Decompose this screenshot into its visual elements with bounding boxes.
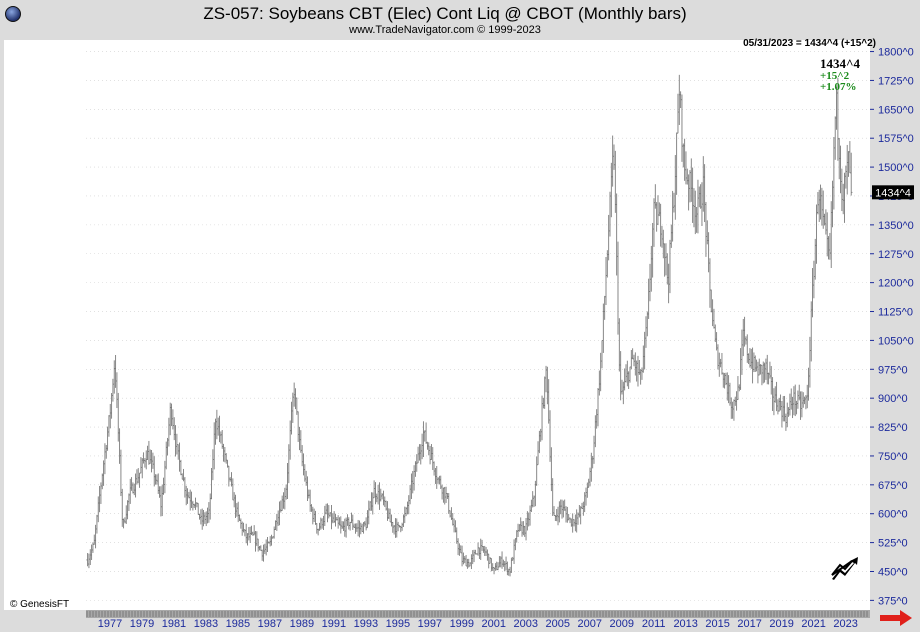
x-tick-label: 2001	[482, 618, 506, 630]
x-tick-label: 1991	[322, 618, 346, 630]
y-tick-label: 1500^0	[878, 162, 914, 174]
price-bar	[849, 152, 853, 196]
x-tick-label: 2009	[609, 618, 633, 630]
y-tick-label: 1800^0	[878, 47, 914, 59]
x-tick-label: 1985	[226, 618, 250, 630]
x-tick-label: 1993	[354, 618, 378, 630]
x-tick-label: 2003	[514, 618, 538, 630]
time-scrollbar[interactable]	[86, 610, 870, 618]
y-tick-label: 1050^0	[878, 335, 914, 347]
x-tick-label: 2013	[673, 618, 697, 630]
title-bar: ZS-057: Soybeans CBT (Elec) Cont Liq @ C…	[0, 0, 920, 38]
y-tick-label: 1650^0	[878, 104, 914, 116]
x-tick-label: 1979	[130, 618, 154, 630]
y-axis: 375^0 450^0 525^0 600^0 675^0 750^0 825^0 900^0…	[870, 47, 914, 607]
price-change-pct-label: +1.07%	[820, 81, 857, 93]
y-tick-label: 1350^0	[878, 220, 914, 232]
y-tick-label: 1125^0	[878, 307, 913, 319]
y-tick-label: 825^0	[878, 422, 908, 434]
x-tick-label: 1995	[386, 618, 410, 630]
y-tick-label: 1275^0	[878, 249, 914, 261]
price-bars	[86, 74, 853, 577]
y-tick-label: 1725^0	[878, 75, 914, 87]
chart-subtitle: www.TradeNavigator.com © 1999-2023	[349, 24, 541, 36]
time-scrollbar-ticks	[86, 611, 868, 617]
x-tick-label: 2015	[705, 618, 729, 630]
y-tick-label: 900^0	[878, 393, 908, 405]
x-tick-label: 2017	[737, 618, 761, 630]
x-axis: 1977 1979 1981 1983 1985 1987 1989 1991 1993 1995…	[98, 618, 858, 630]
x-tick-label: 2011	[642, 618, 666, 630]
x-tick-label: 1983	[194, 618, 218, 630]
x-tick-label: 2021	[801, 618, 825, 630]
chart-title: ZS-057: Soybeans CBT (Elec) Cont Liq @ C…	[203, 4, 687, 23]
y-tick-label: 450^0	[878, 566, 908, 578]
y-tick-label: 600^0	[878, 509, 908, 521]
y-tick-label: 1575^0	[878, 133, 914, 145]
last-price-tag: 1434^4	[872, 185, 914, 200]
last-price-tag-text: 1434^4	[875, 187, 911, 199]
globe-icon[interactable]	[5, 6, 21, 22]
x-tick-label: 2023	[833, 618, 857, 630]
price-change-label: +15^2	[820, 70, 850, 82]
y-tick-label: 750^0	[878, 451, 908, 463]
scroll-right-arrow-icon[interactable]	[878, 610, 914, 626]
x-tick-label: 1977	[98, 618, 122, 630]
x-tick-label: 1981	[162, 618, 186, 630]
last-price-label: 1434^4	[820, 56, 861, 71]
y-tick-label: 375^0	[878, 595, 908, 607]
price-chart[interactable]: 375^0 450^0 525^0 600^0 675^0 750^0 825^0 900^0…	[0, 38, 920, 632]
x-tick-label: 1987	[258, 618, 282, 630]
x-tick-label: 2019	[769, 618, 793, 630]
copyright-note: © GenesisFT	[10, 599, 70, 610]
plot-area	[4, 40, 870, 610]
x-tick-label: 2005	[546, 618, 570, 630]
x-tick-label: 1997	[418, 618, 442, 630]
date-price-readout: 05/31/2023 = 1434^4 (+15^2)	[743, 38, 876, 49]
x-tick-label: 1999	[450, 618, 474, 630]
y-tick-label: 675^0	[878, 480, 908, 492]
y-tick-label: 1200^0	[878, 278, 914, 290]
y-tick-label: 975^0	[878, 364, 908, 376]
trend-up-icon[interactable]	[830, 555, 860, 581]
y-tick-label: 525^0	[878, 538, 908, 550]
x-tick-label: 2007	[578, 618, 602, 630]
x-tick-label: 1989	[290, 618, 314, 630]
